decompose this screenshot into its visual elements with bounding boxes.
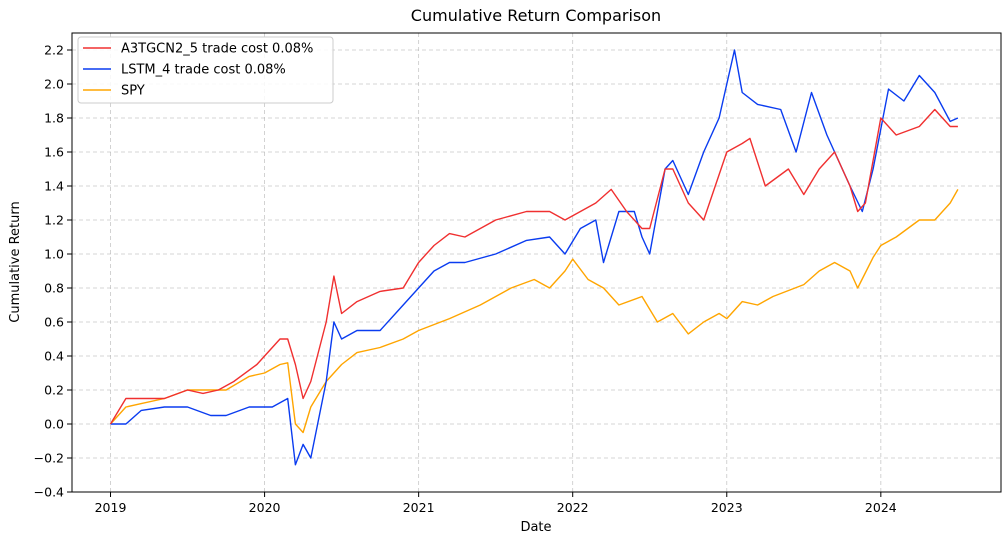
x-tick-label: 2020 [249,500,281,515]
legend-entry: SPY [121,84,145,99]
series-layer [109,49,959,466]
series-line-2 [109,189,959,434]
y-tick-label: 1.6 [44,145,64,160]
legend-box [77,36,334,104]
y-tick-label: 2.2 [44,43,64,58]
x-tick-label: 2023 [711,500,743,515]
y-tick-label: 0.2 [44,383,64,398]
series-line-1 [110,49,959,466]
x-tick-label: 2019 [95,500,127,515]
x-tick-label: 2024 [865,500,897,515]
y-tick-label: 0.4 [44,349,64,364]
y-tick-label: −0.4 [34,485,64,500]
y-tick-label: 0.6 [44,315,64,330]
legend: A3TGCN2_5 trade cost 0.08% LSTM_4 trade c… [77,36,334,104]
x-axis: 2019 2020 2021 2022 2023 2024 [95,492,897,515]
y-tick-label: 1.0 [44,247,64,262]
y-tick-label: 1.2 [44,213,64,228]
y-axis-label: Cumulative Return [8,201,23,322]
y-tick-label: 1.8 [44,111,64,126]
y-tick-label: 1.4 [44,179,64,194]
series-line-0 [109,108,958,425]
x-axis-label: Date [520,520,551,535]
chart-title: Cumulative Return Comparison [411,6,661,25]
legend-entry: LSTM_4 trade cost 0.08% [121,63,286,78]
x-tick-label: 2022 [557,500,589,515]
y-tick-label: 0.0 [44,417,64,432]
axes-frame [71,32,1002,493]
x-tick-label: 2021 [403,500,435,515]
y-tick-label: −0.2 [34,451,64,466]
y-tick-label: 0.8 [44,281,64,296]
y-tick-label: 2.0 [44,77,64,92]
legend-entry: A3TGCN2_5 trade cost 0.08% [121,42,313,57]
y-axis: −0.4 −0.2 0.0 0.2 0.4 0.6 0.8 1.0 1.2 1.4 1.6 1.8 2.… [34,43,72,500]
